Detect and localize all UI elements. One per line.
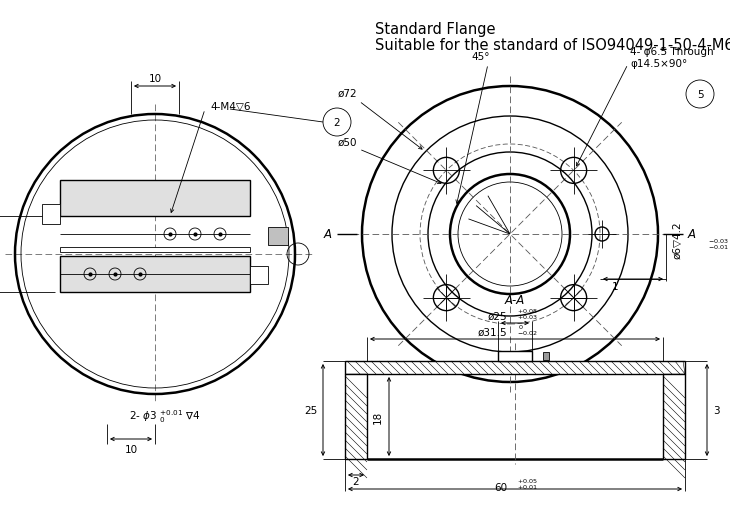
Bar bbox=[60, 257, 250, 293]
Bar bbox=[543, 352, 549, 360]
Text: 25: 25 bbox=[304, 405, 317, 415]
Text: A: A bbox=[688, 228, 696, 241]
Bar bbox=[60, 247, 250, 252]
Text: 1: 1 bbox=[612, 281, 618, 292]
Bar bbox=[250, 267, 268, 285]
Text: 60: 60 bbox=[494, 482, 507, 492]
Text: A-A: A-A bbox=[505, 293, 525, 306]
Text: 45°: 45° bbox=[472, 52, 490, 62]
Text: 5: 5 bbox=[696, 90, 703, 100]
Text: ø25: ø25 bbox=[488, 312, 507, 321]
Text: 18: 18 bbox=[373, 410, 383, 423]
Bar bbox=[42, 205, 60, 224]
Text: $^{+0.05}_{+0.01}$: $^{+0.05}_{+0.01}$ bbox=[517, 476, 538, 491]
Text: 2: 2 bbox=[334, 118, 340, 128]
Text: ø6▽4.2: ø6▽4.2 bbox=[672, 221, 682, 258]
Text: $^{-0.03}_{-0.01}$: $^{-0.03}_{-0.01}$ bbox=[708, 237, 729, 252]
Bar bbox=[345, 374, 367, 459]
Text: ø72: ø72 bbox=[337, 89, 357, 99]
Text: 2- $\phi$3 $^{+0.01}_{0}$ $\nabla$4: 2- $\phi$3 $^{+0.01}_{0}$ $\nabla$4 bbox=[129, 408, 201, 425]
Text: A: A bbox=[324, 228, 332, 241]
Text: $^{\,0}_{-0.02}$: $^{\,0}_{-0.02}$ bbox=[517, 322, 538, 337]
Bar bbox=[60, 181, 250, 216]
Text: $^{+0.08}_{+0.03}$: $^{+0.08}_{+0.03}$ bbox=[517, 306, 538, 321]
Text: Standard Flange: Standard Flange bbox=[375, 22, 496, 37]
Text: 2: 2 bbox=[353, 476, 359, 486]
Text: ø31.5: ø31.5 bbox=[477, 327, 507, 337]
Bar bbox=[498, 351, 532, 361]
Bar bbox=[663, 374, 685, 459]
Text: Suitable for the standard of ISO94049-1-50-4-M6: Suitable for the standard of ISO94049-1-… bbox=[375, 38, 730, 53]
Text: 3: 3 bbox=[713, 405, 720, 415]
Text: 10: 10 bbox=[124, 444, 137, 454]
Text: 10: 10 bbox=[148, 74, 161, 84]
Bar bbox=[268, 228, 288, 245]
Text: φ14.5×90°: φ14.5×90° bbox=[630, 59, 687, 69]
Text: ø50: ø50 bbox=[337, 138, 357, 148]
Text: 4-M4▽6: 4-M4▽6 bbox=[210, 102, 250, 112]
Bar bbox=[345, 361, 685, 374]
Text: 4- φ6.5 Through: 4- φ6.5 Through bbox=[630, 47, 714, 57]
